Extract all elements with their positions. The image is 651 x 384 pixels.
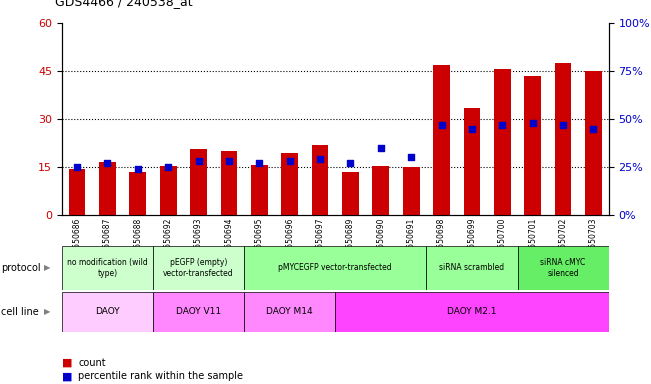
Bar: [281, 153, 298, 215]
Point: [558, 122, 568, 128]
Text: ■: ■: [62, 371, 72, 381]
Text: percentile rank within the sample: percentile rank within the sample: [78, 371, 243, 381]
Text: pMYCEGFP vector-transfected: pMYCEGFP vector-transfected: [279, 263, 392, 272]
Bar: [518, 246, 609, 290]
Point: [163, 164, 173, 170]
Bar: [69, 169, 85, 215]
Point: [497, 122, 508, 128]
Bar: [525, 76, 541, 215]
Bar: [153, 292, 244, 332]
Text: siRNA scrambled: siRNA scrambled: [439, 263, 505, 272]
Point: [315, 156, 326, 162]
Point: [589, 126, 599, 132]
Bar: [494, 70, 510, 215]
Point: [436, 122, 447, 128]
Text: cell line: cell line: [1, 307, 39, 317]
Bar: [372, 166, 389, 215]
Bar: [153, 246, 244, 290]
Text: ▶: ▶: [44, 263, 51, 272]
Point: [345, 160, 355, 166]
Text: ▶: ▶: [44, 308, 51, 316]
Point: [133, 166, 143, 172]
Point: [284, 158, 295, 164]
Text: pEGFP (empty)
vector-transfected: pEGFP (empty) vector-transfected: [163, 258, 234, 278]
Text: no modification (wild
type): no modification (wild type): [67, 258, 148, 278]
Bar: [434, 65, 450, 215]
Bar: [251, 166, 268, 215]
Bar: [62, 246, 153, 290]
Text: siRNA cMYC
silenced: siRNA cMYC silenced: [540, 258, 586, 278]
Text: DAOY M14: DAOY M14: [266, 308, 313, 316]
Bar: [426, 246, 518, 290]
Bar: [130, 172, 146, 215]
Bar: [244, 246, 426, 290]
Point: [527, 120, 538, 126]
Point: [72, 164, 82, 170]
Point: [102, 160, 113, 166]
Text: DAOY V11: DAOY V11: [176, 308, 221, 316]
Bar: [464, 108, 480, 215]
Bar: [159, 166, 176, 215]
Text: count: count: [78, 358, 105, 368]
Point: [406, 154, 417, 161]
Text: GDS4466 / 240538_at: GDS4466 / 240538_at: [55, 0, 193, 8]
Bar: [312, 145, 329, 215]
Bar: [244, 292, 335, 332]
Point: [254, 160, 264, 166]
Bar: [403, 167, 419, 215]
Text: ■: ■: [62, 358, 72, 368]
Bar: [342, 172, 359, 215]
Bar: [190, 149, 207, 215]
Text: DAOY M2.1: DAOY M2.1: [447, 308, 497, 316]
Bar: [221, 151, 237, 215]
Bar: [585, 71, 602, 215]
Text: DAOY: DAOY: [95, 308, 120, 316]
Point: [224, 158, 234, 164]
Bar: [555, 63, 572, 215]
Bar: [335, 292, 609, 332]
Bar: [99, 162, 116, 215]
Point: [376, 145, 386, 151]
Point: [467, 126, 477, 132]
Point: [193, 158, 204, 164]
Text: protocol: protocol: [1, 263, 41, 273]
Bar: [62, 292, 153, 332]
